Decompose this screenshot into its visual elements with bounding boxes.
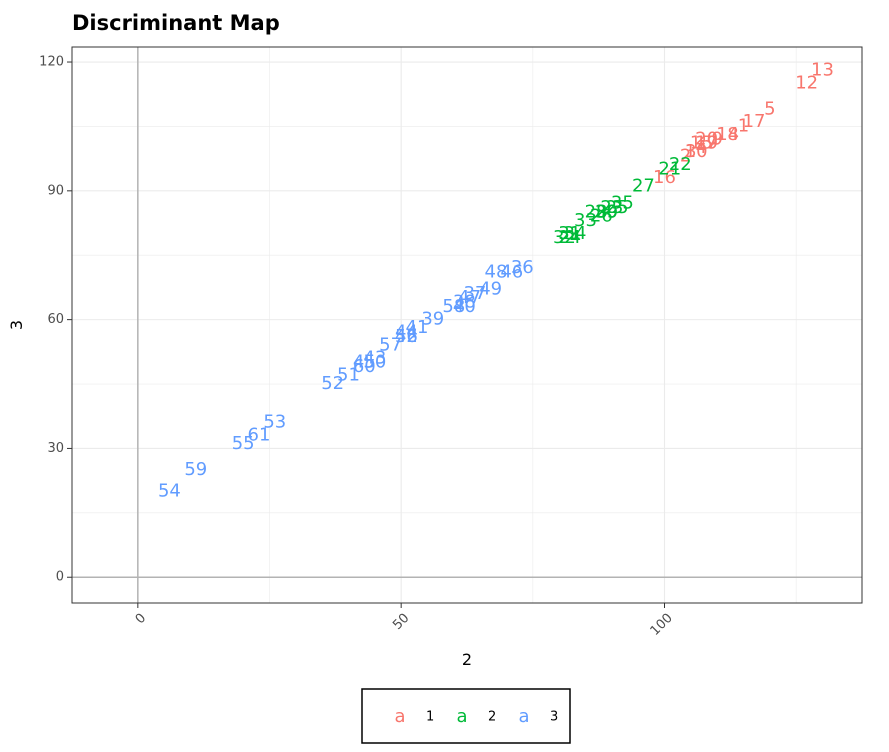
point-label-56: 56 <box>395 326 418 347</box>
point-label-55: 55 <box>232 433 255 454</box>
legend-key-2: a <box>456 706 467 727</box>
point-label-17: 17 <box>743 111 766 132</box>
legend-label-2: 2 <box>488 710 496 725</box>
point-label-41: 41 <box>406 317 429 338</box>
point-label-25: 25 <box>606 197 629 218</box>
point-label-9: 9 <box>711 128 722 149</box>
point-label-59: 59 <box>184 459 207 480</box>
y-axis-title: 3 <box>7 320 26 330</box>
chart-title: Discriminant Map <box>72 11 280 35</box>
point-label-53: 53 <box>263 412 286 433</box>
point-label-58: 58 <box>442 296 465 317</box>
point-label-34: 34 <box>564 223 587 244</box>
point-label-50: 50 <box>363 352 386 373</box>
point-label-29: 29 <box>595 201 618 222</box>
point-label-15: 15 <box>690 133 713 154</box>
point-label-54: 54 <box>158 480 181 501</box>
point-label-2: 2 <box>680 145 691 166</box>
point-label-57: 57 <box>379 334 402 355</box>
plot-panel-border <box>71 46 863 604</box>
point-label-47: 47 <box>458 287 481 308</box>
point-label-20: 20 <box>695 128 718 149</box>
point-label-35: 35 <box>611 193 634 214</box>
point-label-3: 3 <box>685 141 696 162</box>
legend-box <box>361 688 571 744</box>
point-label-14: 14 <box>716 124 739 145</box>
y-tick-label: 90 <box>47 183 64 198</box>
point-label-61: 61 <box>248 425 271 446</box>
point-label-45: 45 <box>353 352 376 373</box>
point-label-37: 37 <box>463 283 486 304</box>
point-label-7: 7 <box>706 133 717 154</box>
point-label-8: 8 <box>727 124 738 145</box>
point-label-33: 33 <box>574 210 597 231</box>
legend-key-3: a <box>518 706 529 727</box>
legend-key-1: a <box>394 706 405 727</box>
point-label-42: 42 <box>395 326 418 347</box>
point-label-21: 21 <box>658 158 681 179</box>
point-label-51: 51 <box>337 364 360 385</box>
point-label-32: 32 <box>553 227 576 248</box>
point-label-36: 36 <box>511 257 534 278</box>
point-label-44: 44 <box>395 322 418 343</box>
point-label-60: 60 <box>353 356 376 377</box>
x-tick-label: 0 <box>133 611 149 627</box>
point-label-31: 31 <box>558 223 581 244</box>
point-label-39: 39 <box>421 309 444 330</box>
data-labels: 1312517181497192041510321622212735252329… <box>158 60 834 502</box>
point-label-52: 52 <box>321 373 344 394</box>
legend-label-1: 1 <box>426 710 434 725</box>
reference-lines <box>72 47 862 603</box>
point-label-16: 16 <box>653 167 676 188</box>
point-label-26: 26 <box>590 206 613 227</box>
x-axis: 0 50 100 <box>133 603 676 639</box>
point-label-27: 27 <box>632 176 655 197</box>
point-label-24: 24 <box>558 227 581 248</box>
point-label-48: 48 <box>485 261 508 282</box>
point-label-23: 23 <box>600 197 623 218</box>
legend-label-3: 3 <box>550 710 558 725</box>
point-label-19: 19 <box>695 133 718 154</box>
point-label-1: 1 <box>738 115 749 136</box>
point-label-5: 5 <box>764 98 775 119</box>
point-label-28: 28 <box>585 201 608 222</box>
y-tick-label: 120 <box>39 55 64 70</box>
point-label-40: 40 <box>453 296 476 317</box>
point-label-38: 38 <box>453 291 476 312</box>
point-label-30: 30 <box>595 201 618 222</box>
point-label-49: 49 <box>479 279 502 300</box>
legend: a 1 a 2 a 3 <box>361 688 571 744</box>
x-tick-label: 50 <box>390 611 412 633</box>
point-label-13: 13 <box>811 60 834 81</box>
point-label-12: 12 <box>795 72 818 93</box>
y-axis: 0 30 60 90 120 <box>39 55 72 585</box>
x-axis-title: 2 <box>462 650 472 669</box>
y-tick-label: 30 <box>47 441 64 456</box>
y-tick-label: 0 <box>56 570 64 585</box>
point-label-46: 46 <box>500 261 523 282</box>
point-label-4: 4 <box>696 137 707 158</box>
point-label-22: 22 <box>669 154 692 175</box>
grid-lines <box>72 47 862 603</box>
y-tick-label: 60 <box>47 312 64 327</box>
point-label-43: 43 <box>363 347 386 368</box>
x-tick-label: 100 <box>648 611 676 639</box>
point-label-10: 10 <box>685 141 708 162</box>
